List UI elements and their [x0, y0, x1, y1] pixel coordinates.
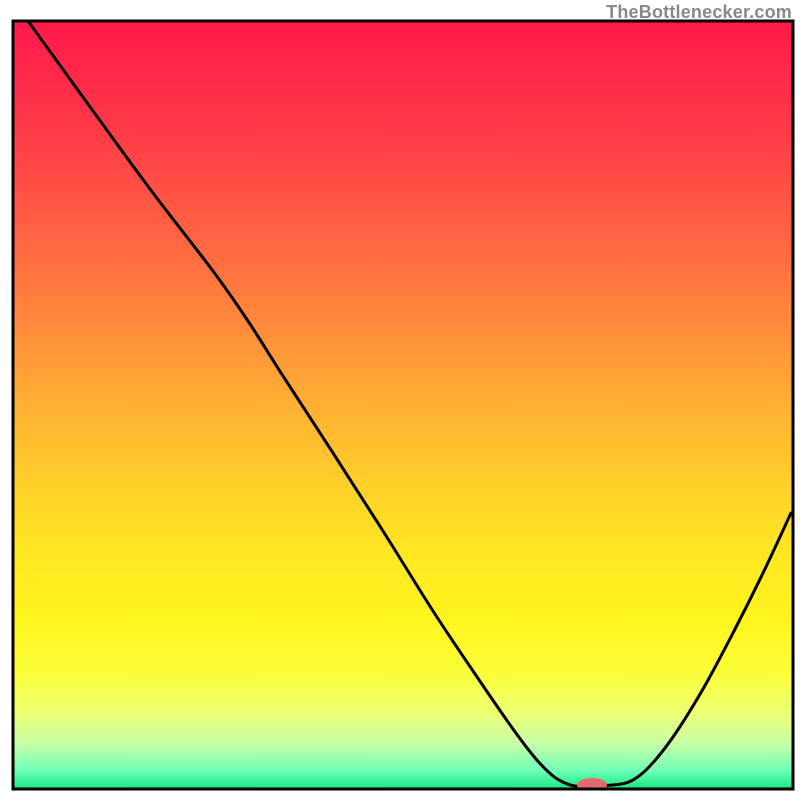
- attribution-label: TheBottlenecker.com: [606, 2, 792, 23]
- plot-background: [13, 21, 793, 789]
- bottleneck-curve-chart: [0, 0, 800, 800]
